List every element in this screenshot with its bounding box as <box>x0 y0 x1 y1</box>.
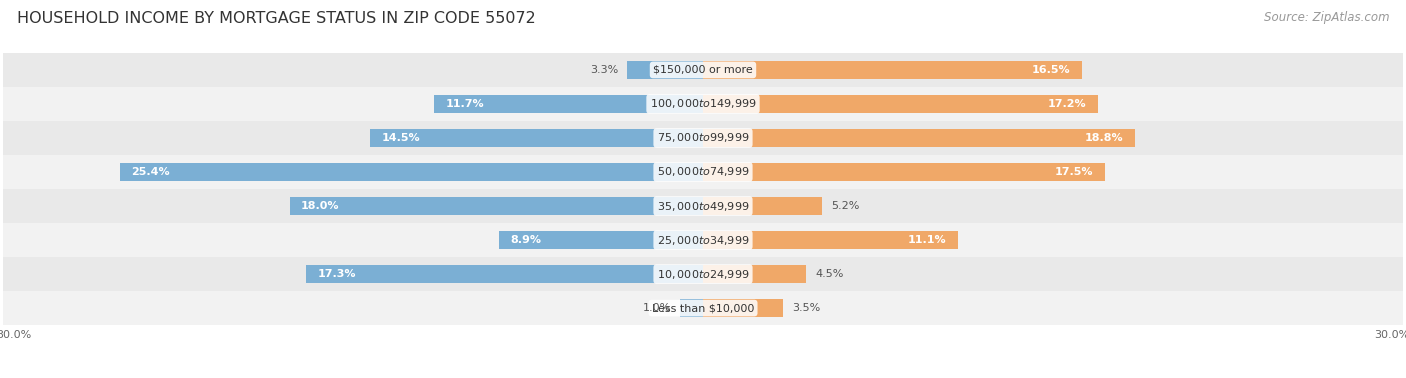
Bar <box>499 231 703 249</box>
Bar <box>120 163 703 181</box>
Bar <box>703 163 1105 181</box>
FancyBboxPatch shape <box>3 291 1403 325</box>
Bar <box>703 265 807 284</box>
Bar <box>703 94 1098 113</box>
FancyBboxPatch shape <box>3 155 1403 189</box>
Text: 1.0%: 1.0% <box>643 303 671 313</box>
Text: 18.0%: 18.0% <box>301 201 340 211</box>
Text: 14.5%: 14.5% <box>381 133 420 143</box>
Text: 3.5%: 3.5% <box>793 303 821 313</box>
Text: 17.3%: 17.3% <box>318 269 356 279</box>
FancyBboxPatch shape <box>3 53 1403 87</box>
Bar <box>703 129 1135 147</box>
Text: 17.5%: 17.5% <box>1054 167 1094 177</box>
Text: Source: ZipAtlas.com: Source: ZipAtlas.com <box>1264 11 1389 24</box>
Text: 17.2%: 17.2% <box>1047 99 1087 109</box>
Bar <box>703 60 1083 79</box>
Bar <box>370 129 703 147</box>
Bar <box>681 299 703 318</box>
Bar <box>434 94 703 113</box>
Text: 5.2%: 5.2% <box>831 201 860 211</box>
Text: 8.9%: 8.9% <box>510 235 541 245</box>
Text: 11.7%: 11.7% <box>446 99 485 109</box>
Text: $35,000 to $49,999: $35,000 to $49,999 <box>657 200 749 212</box>
Text: $50,000 to $74,999: $50,000 to $74,999 <box>657 166 749 178</box>
FancyBboxPatch shape <box>3 257 1403 291</box>
Text: $100,000 to $149,999: $100,000 to $149,999 <box>650 98 756 110</box>
Text: 3.3%: 3.3% <box>589 65 619 75</box>
Text: HOUSEHOLD INCOME BY MORTGAGE STATUS IN ZIP CODE 55072: HOUSEHOLD INCOME BY MORTGAGE STATUS IN Z… <box>17 11 536 26</box>
Bar <box>627 60 703 79</box>
FancyBboxPatch shape <box>3 87 1403 121</box>
FancyBboxPatch shape <box>3 189 1403 223</box>
FancyBboxPatch shape <box>3 223 1403 257</box>
Bar <box>703 231 957 249</box>
Text: 16.5%: 16.5% <box>1032 65 1070 75</box>
Bar <box>290 197 703 215</box>
Text: $25,000 to $34,999: $25,000 to $34,999 <box>657 234 749 246</box>
Text: 4.5%: 4.5% <box>815 269 844 279</box>
Text: $150,000 or more: $150,000 or more <box>654 65 752 75</box>
Text: $75,000 to $99,999: $75,000 to $99,999 <box>657 132 749 144</box>
FancyBboxPatch shape <box>3 121 1403 155</box>
Bar <box>703 299 783 318</box>
Text: $10,000 to $24,999: $10,000 to $24,999 <box>657 268 749 280</box>
Bar <box>305 265 703 284</box>
Text: 18.8%: 18.8% <box>1084 133 1123 143</box>
Text: Less than $10,000: Less than $10,000 <box>652 303 754 313</box>
Text: 25.4%: 25.4% <box>131 167 170 177</box>
Text: 11.1%: 11.1% <box>908 235 946 245</box>
Bar <box>703 197 823 215</box>
